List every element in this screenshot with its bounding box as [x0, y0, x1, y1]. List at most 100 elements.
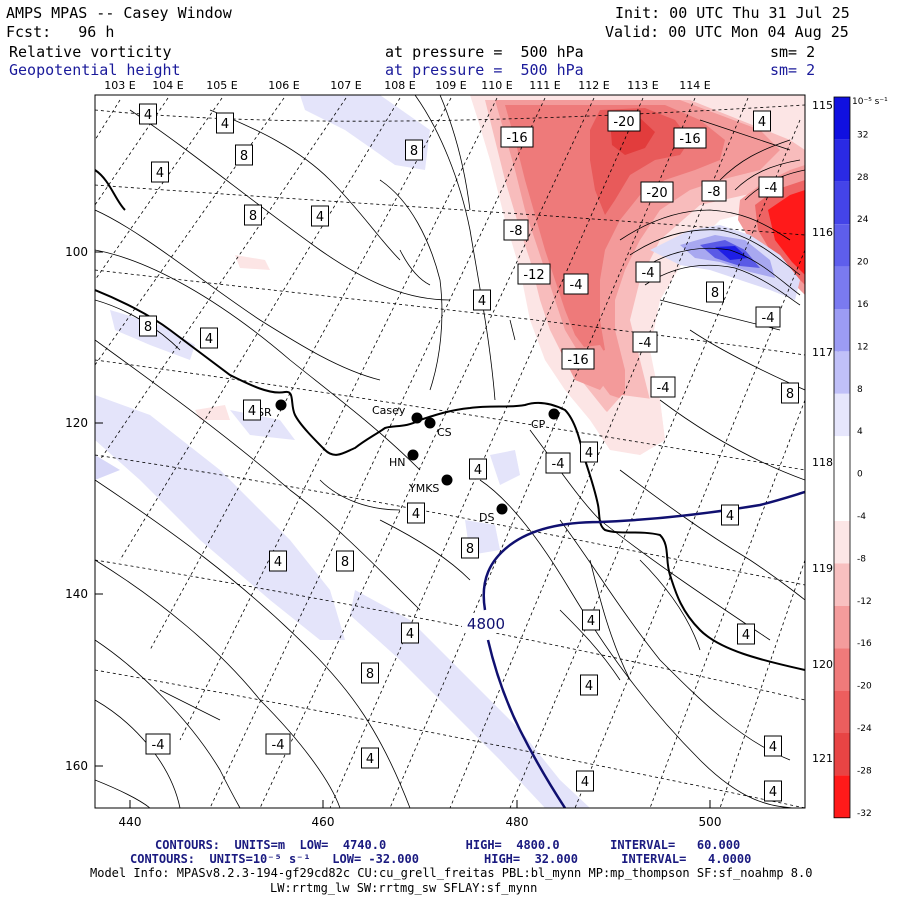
station-dot [424, 417, 436, 429]
contour-label: 4 [144, 108, 152, 123]
contour-label: 4 [156, 166, 164, 181]
contour-label-box [563, 273, 589, 295]
contour-label: 4 [581, 775, 589, 790]
contour-label: 8 [366, 667, 374, 682]
contour-label-box [721, 504, 739, 526]
colorbar-label: -8 [857, 554, 866, 564]
contour-label: 4 [758, 115, 766, 130]
contour-label: -20 [646, 186, 667, 201]
contour-label-box [407, 502, 425, 524]
contour-label: -4 [152, 738, 165, 753]
longitude-label: 111 E [529, 79, 560, 92]
colorbar-swatch [834, 97, 850, 140]
contour-label: -4 [762, 311, 775, 326]
contour-label-box [576, 770, 594, 792]
contour-label-box [673, 127, 707, 149]
colorbar-label: -28 [857, 766, 872, 776]
contour-label-box [461, 537, 479, 559]
longitude-label: 107 E [330, 79, 361, 92]
coastline [95, 169, 805, 671]
contour-label: 4 [742, 628, 750, 643]
contour-label: 4 [205, 332, 213, 347]
contour-label: 4 [585, 446, 593, 461]
colorbar-swatch [834, 309, 850, 352]
contour-label-box [244, 204, 262, 226]
contour-label-box [781, 382, 799, 404]
contour-label-box [701, 180, 727, 202]
contour-label: -8 [510, 224, 523, 239]
longitude-label: 103 E [104, 79, 135, 92]
contour-label-box [737, 623, 755, 645]
footer-model-info: Model Info: MPASv8.2.3-194-gf29cd82c CU:… [90, 866, 813, 880]
contour-label-box [336, 550, 354, 572]
contour-label-box [473, 289, 491, 311]
x-tick-label: 500 [699, 815, 722, 829]
colorbar-swatch [834, 139, 850, 182]
station-dot [411, 412, 423, 424]
station-dot [407, 449, 419, 461]
contour-label: 8 [240, 149, 248, 164]
contour-label: -20 [613, 115, 634, 130]
contour-label: -4 [272, 738, 285, 753]
y-axis: 100 120 140 160 [65, 245, 103, 773]
contour-label-box [632, 331, 658, 353]
chart-title: AMPS MPAS -- Casey Window [6, 4, 232, 22]
contour-label: 4 [316, 210, 324, 225]
colorbar-label: 0 [857, 470, 863, 480]
contour-label: -8 [708, 185, 721, 200]
contour-label: 4 [274, 555, 282, 570]
longitude-label: 104 E [152, 79, 183, 92]
longitude-label: 113 E [627, 79, 658, 92]
field2-smoothing: sm= 2 [770, 61, 816, 79]
contour-label-box [311, 205, 329, 227]
contour-label-box [764, 735, 782, 757]
colorbar-swatch [834, 605, 850, 649]
contour-label-box [243, 399, 261, 421]
contour-label-box [706, 281, 724, 303]
colorbar-label: 24 [857, 215, 869, 225]
contour-label-box [469, 458, 487, 480]
contour-label-box [517, 263, 551, 285]
contour-label-box [755, 306, 781, 328]
colorbar-label: -16 [857, 639, 872, 649]
colorbar-swatch [834, 436, 850, 479]
contour-label-box [545, 452, 571, 474]
y-tick-label: 160 [65, 759, 88, 773]
contour-label: 8 [144, 320, 152, 335]
contour-label-box [265, 733, 291, 755]
contour-label: -16 [506, 131, 527, 146]
contour-label: 8 [711, 286, 719, 301]
contour-label: 4 [585, 679, 593, 694]
colorbar-label: -24 [857, 724, 872, 734]
latlon-grid [95, 97, 805, 808]
contour-label: 4 [769, 785, 777, 800]
colorbar-label: 32 [857, 130, 868, 140]
contour-label: 4 [769, 740, 777, 755]
colorbar-label: 28 [857, 173, 869, 183]
x-tick-label: 480 [506, 815, 529, 829]
colorbar-swatch [834, 690, 850, 733]
colorbar-label: 16 [857, 300, 869, 310]
contour-label: -4 [642, 266, 655, 281]
field2-level: at pressure = 500 hPa [385, 61, 584, 79]
top-longitude-labels: 103 E 104 E 105 E 106 E 107 E 108 E 109 E 110 E… [104, 79, 843, 112]
contour-label-box [635, 261, 661, 283]
colorbar-label: -12 [857, 597, 872, 607]
contour-label: 8 [341, 555, 349, 570]
colorbar-label: 8 [857, 385, 863, 395]
x-axis: 440 460 480 500 [119, 800, 722, 829]
contour-label: -16 [679, 132, 700, 147]
longitude-label: 105 E [206, 79, 237, 92]
contour-label: -4 [570, 278, 583, 293]
contour-label: -12 [523, 268, 544, 283]
longitude-label: 109 E [435, 79, 466, 92]
positive-vorticity-shading [95, 95, 800, 808]
y-tick-label: 100 [65, 245, 88, 259]
longitude-label: 108 E [384, 79, 415, 92]
station-label: YMKS [408, 482, 439, 495]
height-label-bg [462, 613, 510, 633]
x-tick-label: 440 [119, 815, 142, 829]
colorbar-swatch [834, 521, 850, 564]
colorbar-unit: 10⁻⁵ s⁻¹ [852, 97, 888, 107]
contour-label: 4 [474, 463, 482, 478]
